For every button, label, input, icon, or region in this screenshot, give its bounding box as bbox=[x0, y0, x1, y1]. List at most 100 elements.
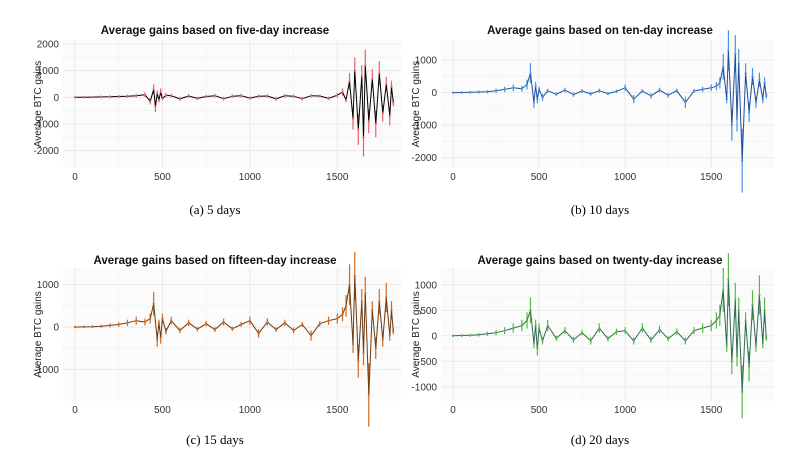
data-point bbox=[692, 329, 696, 332]
data-point bbox=[684, 339, 687, 342]
data-point bbox=[701, 88, 704, 91]
data-point bbox=[341, 90, 344, 94]
x-tick-label: 1000 bbox=[614, 172, 637, 183]
x-tick-label: 500 bbox=[531, 172, 548, 183]
data-point bbox=[178, 97, 182, 101]
data-point bbox=[761, 98, 764, 101]
y-tick-label: 1000 bbox=[37, 280, 60, 291]
data-point bbox=[381, 112, 384, 115]
data-point bbox=[451, 91, 455, 94]
data-point bbox=[378, 72, 381, 75]
data-point bbox=[344, 304, 348, 307]
data-point bbox=[301, 97, 304, 100]
y-axis-label: Average BTC gains bbox=[411, 61, 422, 148]
data-point bbox=[598, 327, 601, 330]
data-point bbox=[301, 323, 304, 326]
data-point bbox=[348, 80, 351, 83]
data-point bbox=[541, 96, 544, 99]
data-point bbox=[327, 97, 330, 100]
data-point bbox=[231, 95, 234, 98]
data-point bbox=[520, 87, 523, 90]
x-tick-label: 1000 bbox=[239, 405, 262, 416]
chart-title: Average gains based on five-day increase bbox=[101, 25, 329, 37]
data-point bbox=[351, 117, 355, 120]
chart-title: Average gains based on twenty-day increa… bbox=[478, 255, 723, 267]
data-point bbox=[512, 327, 515, 330]
data-point bbox=[360, 300, 363, 303]
data-point bbox=[525, 83, 529, 86]
x-tick-label: 1000 bbox=[614, 405, 637, 416]
data-point bbox=[149, 100, 152, 103]
data-point bbox=[196, 97, 199, 100]
data-point bbox=[117, 95, 120, 98]
data-point bbox=[156, 92, 159, 95]
data-point bbox=[758, 293, 761, 297]
data-point bbox=[385, 82, 388, 86]
data-point bbox=[385, 296, 388, 299]
chart-panel-3: -1000 0 1000 0 500 1000 1500 Average gains base… bbox=[33, 252, 401, 447]
data-point bbox=[641, 327, 644, 330]
data-point bbox=[763, 309, 766, 312]
data-point bbox=[126, 95, 129, 98]
data-point bbox=[240, 94, 243, 97]
y-tick-label: -1000 bbox=[411, 382, 437, 393]
data-point bbox=[266, 94, 269, 98]
data-point bbox=[503, 88, 506, 91]
data-point bbox=[555, 337, 558, 340]
data-point bbox=[336, 94, 339, 97]
data-point bbox=[486, 90, 489, 93]
data-point bbox=[684, 101, 687, 104]
data-point bbox=[341, 313, 344, 316]
data-point bbox=[718, 314, 721, 317]
data-point bbox=[248, 319, 251, 322]
data-point bbox=[675, 330, 678, 333]
y-tick-label: 500 bbox=[420, 306, 437, 317]
data-point bbox=[143, 320, 147, 324]
x-tick-label: 0 bbox=[450, 405, 456, 416]
y-axis-label: Average BTC gains bbox=[33, 291, 44, 378]
data-point bbox=[257, 332, 260, 335]
data-point bbox=[392, 101, 395, 104]
data-point bbox=[761, 342, 764, 345]
data-point bbox=[143, 93, 147, 96]
data-point bbox=[747, 365, 751, 368]
x-tick-label: 500 bbox=[154, 405, 171, 416]
series-line bbox=[452, 279, 767, 393]
x-tick-label: 1000 bbox=[239, 172, 262, 183]
plot-area bbox=[63, 40, 401, 168]
chart-panel-1: -2000 -1000 0 1000 2000 0 500 1000 1500 Average g… bbox=[33, 25, 401, 217]
data-point bbox=[231, 327, 234, 330]
data-point bbox=[615, 90, 618, 93]
data-point bbox=[388, 334, 391, 337]
data-point bbox=[710, 324, 713, 327]
data-point bbox=[357, 128, 360, 131]
y-tick-label: 0 bbox=[431, 331, 437, 342]
data-point bbox=[532, 101, 536, 104]
data-point bbox=[546, 89, 549, 92]
data-point bbox=[734, 52, 737, 55]
data-point bbox=[532, 342, 536, 345]
data-point bbox=[213, 94, 216, 97]
data-point bbox=[758, 78, 761, 81]
chart-title: Average gains based on ten-day increase bbox=[487, 25, 713, 37]
y-tick-label: 0 bbox=[53, 323, 59, 334]
data-point bbox=[367, 393, 370, 396]
data-point bbox=[164, 94, 168, 97]
data-point bbox=[598, 89, 601, 92]
data-point bbox=[747, 111, 751, 114]
data-point bbox=[580, 89, 584, 93]
data-point bbox=[157, 321, 161, 324]
data-point bbox=[154, 105, 157, 108]
data-point bbox=[213, 328, 216, 331]
data-point bbox=[309, 334, 313, 337]
data-point bbox=[351, 342, 355, 346]
data-point bbox=[187, 321, 190, 324]
data-point bbox=[159, 90, 162, 94]
data-point bbox=[722, 288, 725, 291]
data-point bbox=[692, 89, 696, 93]
data-point bbox=[727, 278, 730, 281]
data-point bbox=[667, 94, 670, 97]
subfigure-caption: (d) 20 days bbox=[571, 432, 630, 447]
data-point bbox=[737, 62, 740, 65]
data-point bbox=[73, 96, 77, 99]
